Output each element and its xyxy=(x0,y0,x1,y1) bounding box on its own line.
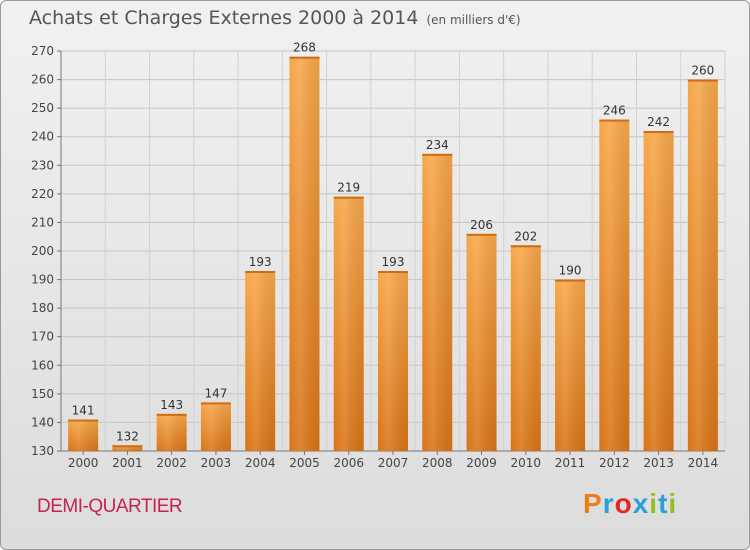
x-tick-label: 2011 xyxy=(555,456,586,470)
data-label: 268 xyxy=(293,41,316,55)
bar-highlight xyxy=(156,413,187,451)
logo-letter: P xyxy=(583,488,603,519)
data-label: 143 xyxy=(160,398,183,412)
y-tick-label: 160 xyxy=(31,358,54,372)
x-tick-label: 2000 xyxy=(68,456,99,470)
data-label: 132 xyxy=(116,429,139,443)
bar-highlight xyxy=(333,196,364,451)
data-label: 260 xyxy=(691,64,714,78)
commune-name: DEMI-QUARTIER xyxy=(37,496,183,517)
x-tick-label: 2001 xyxy=(112,456,143,470)
y-tick-label: 150 xyxy=(31,387,54,401)
chart-title: Achats et Charges Externes 2000 à 2014 (e… xyxy=(29,7,521,29)
data-label: 193 xyxy=(249,255,272,269)
chart-title-text: Achats et Charges Externes 2000 à 2014 xyxy=(29,7,419,29)
y-tick-label: 200 xyxy=(31,244,54,258)
bar-top-edge xyxy=(156,413,187,416)
data-label: 193 xyxy=(382,255,405,269)
logo-letter: t xyxy=(658,488,669,519)
bar-highlight xyxy=(245,271,276,451)
data-label: 190 xyxy=(559,264,582,278)
bar-highlight xyxy=(112,445,143,451)
y-tick-label: 210 xyxy=(31,215,54,229)
bar-top-edge xyxy=(378,271,408,273)
y-tick-label: 140 xyxy=(31,415,54,429)
x-tick-label: 2010 xyxy=(511,456,542,470)
bar-top-edge xyxy=(510,245,541,248)
x-tick-label: 2012 xyxy=(599,456,630,470)
bars xyxy=(68,56,718,452)
data-label: 202 xyxy=(514,229,537,243)
axes: 130 140 150 160 170 180 190 200 210 220 230 240 250 2… xyxy=(31,44,725,470)
bar-highlight xyxy=(687,79,718,452)
bar-highlight xyxy=(510,245,541,451)
x-tick-label: 2004 xyxy=(245,456,276,470)
x-tick-label: 2014 xyxy=(688,456,719,470)
bar-top-edge xyxy=(599,119,630,122)
y-tick-label: 230 xyxy=(31,158,54,172)
bar-top-edge xyxy=(245,271,276,273)
data-labels: 141 132 143 147 193 268 219 193 234 206 202 190 246 2… xyxy=(72,41,715,444)
logo-letter: i xyxy=(668,488,678,519)
y-tick-label: 260 xyxy=(31,73,54,87)
data-label: 242 xyxy=(647,115,670,129)
x-tick-label: 2003 xyxy=(201,456,232,470)
bar-top-edge xyxy=(200,402,231,405)
x-tick-label: 2006 xyxy=(333,456,364,470)
logo-letter: x xyxy=(632,488,650,519)
data-label: 234 xyxy=(426,138,449,152)
data-label: 147 xyxy=(204,386,227,400)
y-tick-label: 130 xyxy=(31,444,54,458)
y-tick-label: 220 xyxy=(31,187,54,201)
bar-top-edge xyxy=(112,445,143,448)
x-tick-label: 2002 xyxy=(156,456,187,470)
bar-top-edge xyxy=(466,233,497,236)
bar-highlight xyxy=(555,279,586,451)
bar-top-edge xyxy=(422,153,453,156)
y-tick-label: 250 xyxy=(31,101,54,115)
bar-highlight xyxy=(599,119,630,452)
x-tick-label: 2007 xyxy=(378,456,409,470)
y-tick-label: 240 xyxy=(31,130,54,144)
x-tick-label: 2005 xyxy=(289,456,320,470)
bar-top-edge xyxy=(555,279,586,282)
x-tick-label: 2008 xyxy=(422,456,453,470)
x-tick-label: 2013 xyxy=(643,456,674,470)
bar-highlight xyxy=(643,131,674,451)
bar-highlight xyxy=(466,233,497,451)
data-label: 206 xyxy=(470,218,493,232)
logo-letter: o xyxy=(614,488,633,519)
bar-top-edge xyxy=(333,196,364,199)
data-label: 246 xyxy=(603,104,626,118)
y-tick-label: 190 xyxy=(31,273,54,287)
bar-highlight xyxy=(422,153,453,451)
bar-top-edge xyxy=(687,79,718,82)
bar-top-edge xyxy=(643,131,674,133)
data-label: 141 xyxy=(72,404,95,418)
bar-highlight xyxy=(378,271,408,451)
y-tick-label: 270 xyxy=(31,44,54,58)
chart-unit: (en milliers d'€) xyxy=(426,13,521,27)
logo-letter: r xyxy=(602,488,615,519)
y-tick-label: 170 xyxy=(31,330,54,344)
proxiti-logo[interactable]: Proxiti xyxy=(583,488,677,520)
bar-top-edge xyxy=(289,56,320,59)
bar-top-edge xyxy=(68,419,99,422)
y-tick-label: 180 xyxy=(31,301,54,315)
x-tick-label: 2009 xyxy=(466,456,497,470)
logo-letter: i xyxy=(649,488,659,519)
data-label: 219 xyxy=(337,181,360,195)
bar-highlight xyxy=(68,419,99,451)
bar-highlight xyxy=(289,56,320,451)
bar-highlight xyxy=(200,402,231,451)
